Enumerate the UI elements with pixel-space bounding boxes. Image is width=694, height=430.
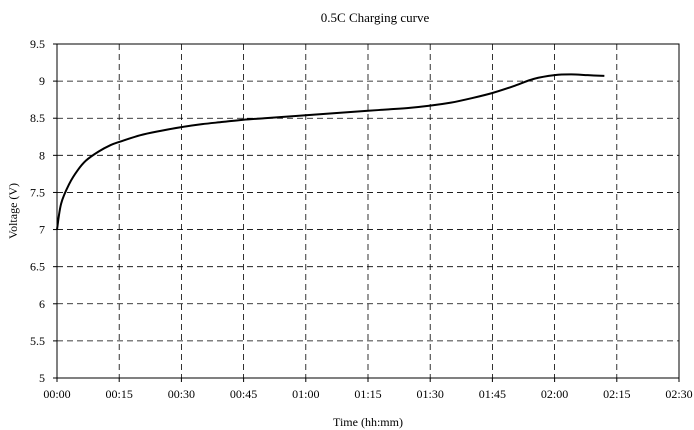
series-line-voltage	[56, 73, 605, 230]
x-tick-label: 00:15	[106, 387, 133, 401]
y-tick-label: 6.5	[30, 260, 45, 274]
x-tick-label: 00:30	[168, 387, 195, 401]
y-tick-label: 5.5	[30, 334, 45, 348]
x-tick-label: 00:45	[230, 387, 257, 401]
y-tick-label: 8	[39, 148, 45, 162]
x-tick-label: 01:15	[354, 387, 381, 401]
grid-lines	[57, 44, 679, 378]
y-tick-label: 5	[39, 371, 45, 385]
x-tick-label: 02:30	[665, 387, 692, 401]
x-tick-label: 02:15	[603, 387, 630, 401]
x-axis-ticks: 00:00 00:15 00:30 00:45 01:00 01:15 01:30 01:45…	[43, 378, 693, 401]
chart-title: 0.5C Charging curve	[321, 10, 430, 25]
y-tick-label: 9	[39, 74, 45, 88]
y-tick-label: 9.5	[30, 37, 45, 51]
x-axis-label: Time (hh:mm)	[333, 415, 403, 429]
y-tick-label: 8.5	[30, 111, 45, 125]
y-axis-ticks: 5 5.5 6 6.5 7 7.5 8 8.5 9 9.5	[30, 37, 57, 385]
y-tick-label: 6	[39, 297, 45, 311]
y-tick-label: 7	[39, 223, 45, 237]
x-tick-label: 00:00	[43, 387, 70, 401]
x-tick-label: 02:00	[541, 387, 568, 401]
x-tick-label: 01:30	[417, 387, 444, 401]
y-axis-label: Voltage (V)	[6, 183, 20, 239]
x-tick-label: 01:00	[292, 387, 319, 401]
series-group	[56, 73, 605, 230]
x-tick-label: 01:45	[479, 387, 506, 401]
y-tick-label: 7.5	[30, 185, 45, 199]
